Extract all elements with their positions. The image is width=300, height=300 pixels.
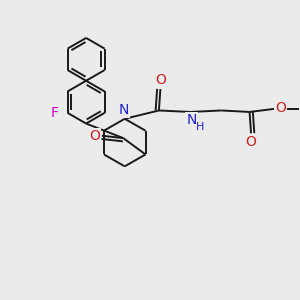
Text: F: F: [50, 106, 58, 120]
Text: O: O: [246, 135, 256, 149]
Text: N: N: [119, 103, 129, 117]
Text: O: O: [155, 73, 166, 87]
Text: O: O: [275, 101, 286, 116]
Text: N: N: [186, 113, 197, 127]
Text: O: O: [89, 129, 100, 143]
Text: H: H: [196, 122, 205, 132]
